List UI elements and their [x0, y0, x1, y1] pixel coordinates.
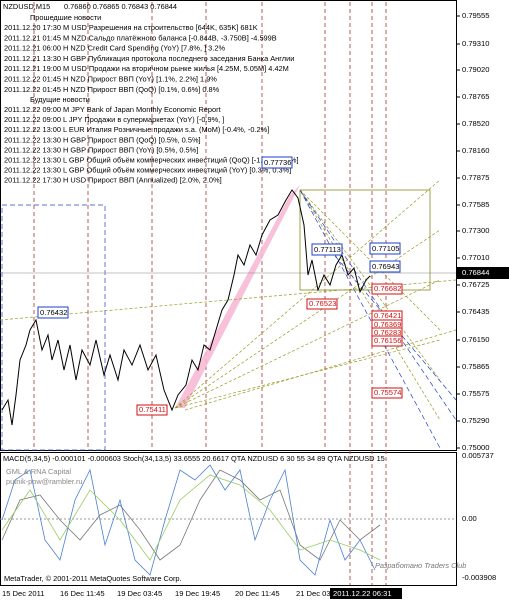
past-news-line: 2011.12.21 01:45 M NZD Сальдо платёжного… — [4, 33, 277, 42]
price-axis-label: 0.78160 — [462, 146, 489, 155]
blue-price-box — [369, 242, 401, 255]
price-axis-label: 0.78765 — [462, 92, 489, 101]
price-axis-label: 0.79555 — [462, 11, 489, 20]
stoch-line — [1, 464, 376, 576]
time-axis-label: 21 Dec 03:45 — [296, 589, 341, 598]
price-axis-label: 0.79310 — [462, 39, 489, 48]
future-news-line: 2011.12.22 13:30 H GBP Прирост ВВП (QoQ)… — [4, 135, 201, 144]
indicator-axis-label: 0.00 — [462, 514, 477, 523]
footer: MetaTrader, © 2001-2011 MetaQuotes Softw… — [4, 574, 182, 583]
future-news-line: 2011.12.22 09:00 M JPY Bank of Japan Mon… — [4, 105, 221, 114]
red-price-box — [306, 298, 338, 310]
signal-line — [1, 474, 381, 561]
price-axis-label: 0.76150 — [462, 335, 489, 344]
red-price-box — [371, 335, 403, 347]
time-axis-label: 16 Dec 11:45 — [60, 589, 105, 598]
red-price-label: 0.75411 — [139, 405, 166, 414]
fibo-fan — [0, 179, 457, 421]
past-news-line: 2011.12.20 17:30 M USD Разрешения на стр… — [4, 23, 258, 32]
price-axis-label: 0.77875 — [462, 173, 489, 182]
blue-price-label: 0.77113 — [314, 245, 341, 254]
red-price-box — [371, 387, 403, 399]
future-news-line: 2011.12.22 13:00 L EUR Италия Розничные … — [4, 125, 269, 134]
past-news-line: 2011.12.21 06:00 H NZD Credit Card Spend… — [4, 44, 225, 53]
price-axis-label: 0.75000 — [462, 443, 489, 452]
symbol: NZDUSD,M15 — [3, 2, 50, 11]
past-news-line: 2011.12.21 19:00 M USD Продажи на вторич… — [4, 64, 289, 73]
past-news-title: Прошедшие новости — [30, 13, 101, 22]
indicator-header: MACD(5,34,5) -0.000101 -0.000603 Stoch(3… — [3, 454, 385, 463]
price-axis-label: 0.76435 — [462, 307, 489, 316]
future-news-line: 2011.12.22 13:30 L GBP Общий объём комме… — [4, 166, 291, 175]
price-axis-label: 0.75290 — [462, 416, 489, 425]
red-price-label: 0.76156 — [374, 336, 401, 345]
blue-price-label: 0.77736 — [264, 158, 291, 167]
cursor-time-box — [330, 588, 402, 599]
red-price-label: 0.76369 — [374, 320, 401, 329]
price-axis-label: 0.79020 — [462, 65, 489, 74]
future-news-title: Будущие новости — [30, 95, 90, 104]
future-news-line: 2011.12.22 13:30 H GBP Прирост ВВП (YoY)… — [4, 145, 198, 154]
blue-price-box — [261, 156, 293, 169]
vertical-lines — [33, 2, 387, 585]
time-axis-label: 20 Dec 11:45 — [235, 589, 280, 598]
blue-price-label: 0.77105 — [372, 244, 399, 253]
price-axis-label: 0.77300 — [462, 226, 489, 235]
blue-price-label: 0.76432 — [40, 308, 67, 317]
time-axis-label: 19 Dec 03:45 — [117, 589, 162, 598]
red-price-label: 0.76523 — [309, 299, 336, 308]
red-price-label: 0.76682 — [374, 284, 401, 293]
price-axis-label: 0.76725 — [462, 280, 489, 289]
ohlc: 0.76860 0.76865 0.76843 0.76844 — [64, 2, 177, 11]
indicator-axis-label: 0.005737 — [462, 451, 494, 460]
past-news-line: 2011.12.22 01:45 H NZD Прирост ВВП (YoY)… — [4, 74, 217, 83]
blue-price-label: 0.76943 — [372, 262, 399, 271]
watermark: putnik-pow@rambler.ru — [6, 477, 83, 486]
price-line — [1, 189, 371, 426]
macd-line — [1, 469, 381, 561]
red-price-label: 0.75574 — [374, 388, 401, 397]
price-axis-label: 0.75575 — [462, 389, 489, 398]
price-axis-label: 0.77585 — [462, 200, 489, 209]
red-price-label: 0.76283 — [374, 328, 401, 337]
price-axis-label: 0.78520 — [462, 119, 489, 128]
cursor-time: 2011.12.22 06:31 — [333, 589, 392, 598]
blue-price-box — [311, 243, 343, 256]
watermark: GML & RNA Capital — [6, 467, 71, 476]
indicator-axis-label: -0.003908 — [462, 573, 496, 582]
future-news-line: 2011.12.22 13:30 L GBP Общий объём комме… — [4, 155, 299, 164]
past-news-line: 2011.12.21 13:30 H GBP Публикация проток… — [4, 54, 294, 63]
fibo-box — [299, 189, 431, 291]
credit: Разработано Traders Club — [375, 561, 466, 570]
past-news-line: 2011.12.22 01:45 H NZD Прирост ВВП (QoQ)… — [4, 85, 220, 94]
current-price: 0.76844 — [462, 268, 489, 277]
current-price-box — [456, 267, 509, 279]
channel-band — [175, 185, 300, 408]
price-axis-label: 0.75865 — [462, 362, 489, 371]
red-price-box — [371, 283, 403, 295]
red-price-box — [136, 404, 168, 416]
time-axis-label: 15 Dec 2011 — [2, 589, 45, 598]
future-news-line: 2011.12.22 17:30 H USD Прирост ВВП (Annu… — [4, 176, 222, 185]
main-frame — [0, 0, 457, 451]
price-axis-label: 0.77010 — [462, 253, 489, 262]
blue-price-box — [369, 260, 401, 273]
future-news-line: 2011.12.22 09:00 L JPY Продажи в суперма… — [4, 115, 224, 124]
blue-price-box — [37, 306, 69, 319]
red-price-label: 0.76421 — [374, 311, 401, 320]
time-axis-label: 19 Dec 19:45 — [175, 589, 220, 598]
